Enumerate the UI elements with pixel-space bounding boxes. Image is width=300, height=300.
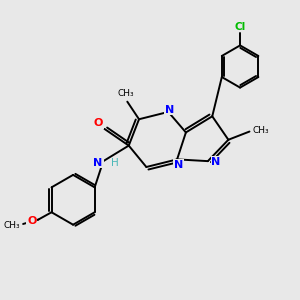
Text: H: H: [110, 158, 118, 169]
Text: CH₃: CH₃: [118, 89, 134, 98]
Text: O: O: [27, 216, 37, 226]
Text: N: N: [165, 105, 174, 115]
Text: CH₃: CH₃: [4, 221, 20, 230]
Text: O: O: [94, 118, 103, 128]
Text: CH₃: CH₃: [252, 126, 269, 135]
Text: Cl: Cl: [235, 22, 246, 32]
Text: N: N: [174, 160, 183, 170]
Text: N: N: [93, 158, 103, 168]
Text: N: N: [212, 157, 221, 167]
